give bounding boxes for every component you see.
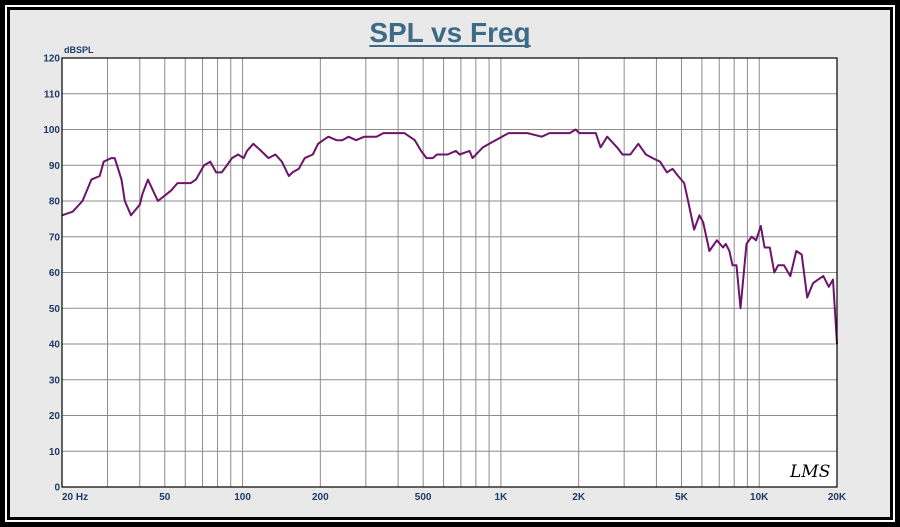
y-tick-label: 120: [43, 54, 60, 65]
plot-border: [61, 57, 838, 488]
y-tick-label: 30: [49, 375, 61, 386]
y-tick-label: 100: [43, 125, 60, 136]
y-axis-ticks: 0 10 20 30 40 50 60 70 80 90 100 110 120: [43, 54, 60, 494]
x-tick-label: 2K: [572, 492, 586, 503]
grid-lines: [61, 57, 838, 488]
x-tick-label: 5K: [675, 492, 689, 503]
x-tick-label: 20 Hz: [62, 492, 88, 503]
y-tick-label: 50: [49, 304, 61, 315]
x-tick-label: 500: [415, 492, 432, 503]
chart-title: SPL vs Freq: [369, 17, 530, 48]
x-tick-label: 20K: [828, 492, 847, 503]
y-tick-label: 0: [54, 483, 60, 494]
y-tick-label: 60: [49, 268, 61, 279]
x-tick-label: 1K: [495, 492, 509, 503]
y-axis-unit-label: dBSPL: [64, 45, 94, 55]
y-tick-label: 40: [49, 340, 61, 351]
x-tick-label: 200: [312, 492, 329, 503]
spl-response-curve: [61, 128, 838, 345]
y-tick-label: 70: [49, 232, 61, 243]
y-tick-label: 90: [49, 161, 61, 172]
y-tick-label: 80: [49, 197, 61, 208]
x-tick-label: 50: [159, 492, 171, 503]
x-tick-label: 10K: [750, 492, 769, 503]
x-tick-label: 100: [234, 492, 251, 503]
y-tick-label: 110: [44, 89, 61, 100]
y-tick-label: 10: [49, 447, 61, 458]
y-tick-label: 20: [49, 411, 61, 422]
lms-watermark: LMS: [789, 462, 830, 482]
x-axis-ticks: 20 Hz 50 100 200 500 1K 2K 5K 10K 20K: [62, 492, 847, 503]
